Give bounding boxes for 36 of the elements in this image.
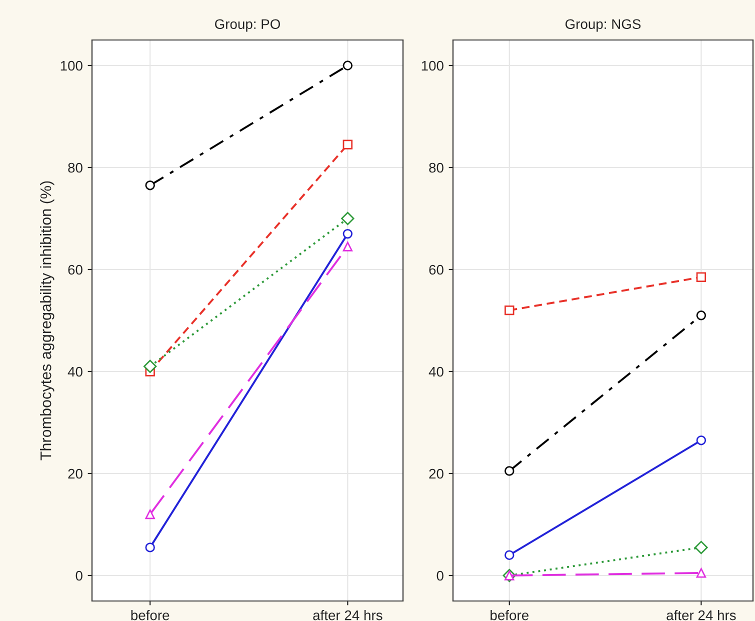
y-tick-label: 60 [68, 264, 82, 275]
x-tick-label: before [131, 610, 170, 620]
y-tick-label: 0 [436, 570, 444, 581]
point [342, 60, 353, 70]
y-tick-label: 80 [68, 162, 82, 173]
point [696, 568, 706, 578]
y-tick-label: 100 [60, 60, 82, 71]
point [342, 228, 353, 239]
x-tick-label: after 24 hrs [313, 610, 382, 620]
x-tick-label: before [490, 610, 528, 620]
point [144, 360, 157, 373]
point [696, 272, 706, 282]
point [696, 435, 706, 446]
point [145, 180, 155, 190]
point [342, 140, 353, 150]
chart-title: Group: PO [215, 19, 280, 32]
point [694, 540, 708, 554]
point [341, 212, 354, 226]
y-tick-label: 100 [422, 60, 444, 71]
y-tick-label: 40 [68, 366, 82, 377]
y-tick-label: 60 [429, 264, 444, 275]
point [145, 542, 155, 552]
point [504, 466, 514, 476]
y-tick-label: 0 [76, 570, 82, 581]
point [145, 509, 155, 520]
y-tick-label: 20 [68, 468, 82, 479]
point [504, 550, 514, 560]
point [696, 310, 706, 320]
y-tick-label: 20 [429, 468, 444, 479]
point [342, 242, 353, 252]
x-tick-label: after 24 hrs [666, 610, 736, 620]
y-tick-label: 80 [429, 162, 444, 173]
y-tick-label: 40 [428, 366, 444, 377]
chart-title: Group: NGS [565, 19, 641, 32]
y-axis-title: Thrombocytes aggregability inhibition (%) [40, 181, 54, 460]
point [504, 305, 514, 316]
